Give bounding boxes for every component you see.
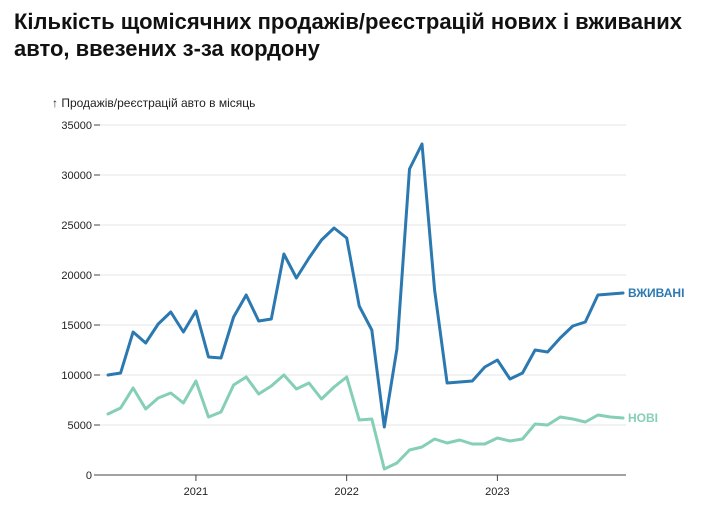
x-tick-label: 2021 xyxy=(184,486,208,498)
y-axis: 0 5000 10000 15000 20000 25000 30000 35000 xyxy=(61,120,100,482)
grid-lines xyxy=(100,124,626,476)
x-axis: 2021 2022 2023 xyxy=(184,475,510,498)
y-tick-label: 10000 xyxy=(61,370,92,382)
series-lines xyxy=(106,142,625,471)
series-line xyxy=(106,142,625,429)
y-tick-label: 25000 xyxy=(61,220,92,232)
series-end-label: НОВІ xyxy=(628,411,658,425)
chart-title: Кількість щомісячних продажів/реєстрацій… xyxy=(14,9,683,61)
x-tick-label: 2023 xyxy=(485,486,509,498)
y-tick-label: 20000 xyxy=(61,270,92,282)
series-line xyxy=(106,373,625,471)
y-tick-label: 5000 xyxy=(68,420,92,432)
y-axis-label: ↑ Продажів/реєстрацій авто в місяць xyxy=(52,96,255,110)
y-tick-label: 35000 xyxy=(61,120,92,132)
y-tick-label: 15000 xyxy=(61,320,92,332)
series-labels: ВЖИВАНІ НОВІ xyxy=(628,286,684,425)
x-tick-label: 2022 xyxy=(334,486,358,498)
series-end-label: ВЖИВАНІ xyxy=(628,286,684,300)
y-tick-label: 0 xyxy=(86,470,92,482)
y-tick-label: 30000 xyxy=(61,170,92,182)
